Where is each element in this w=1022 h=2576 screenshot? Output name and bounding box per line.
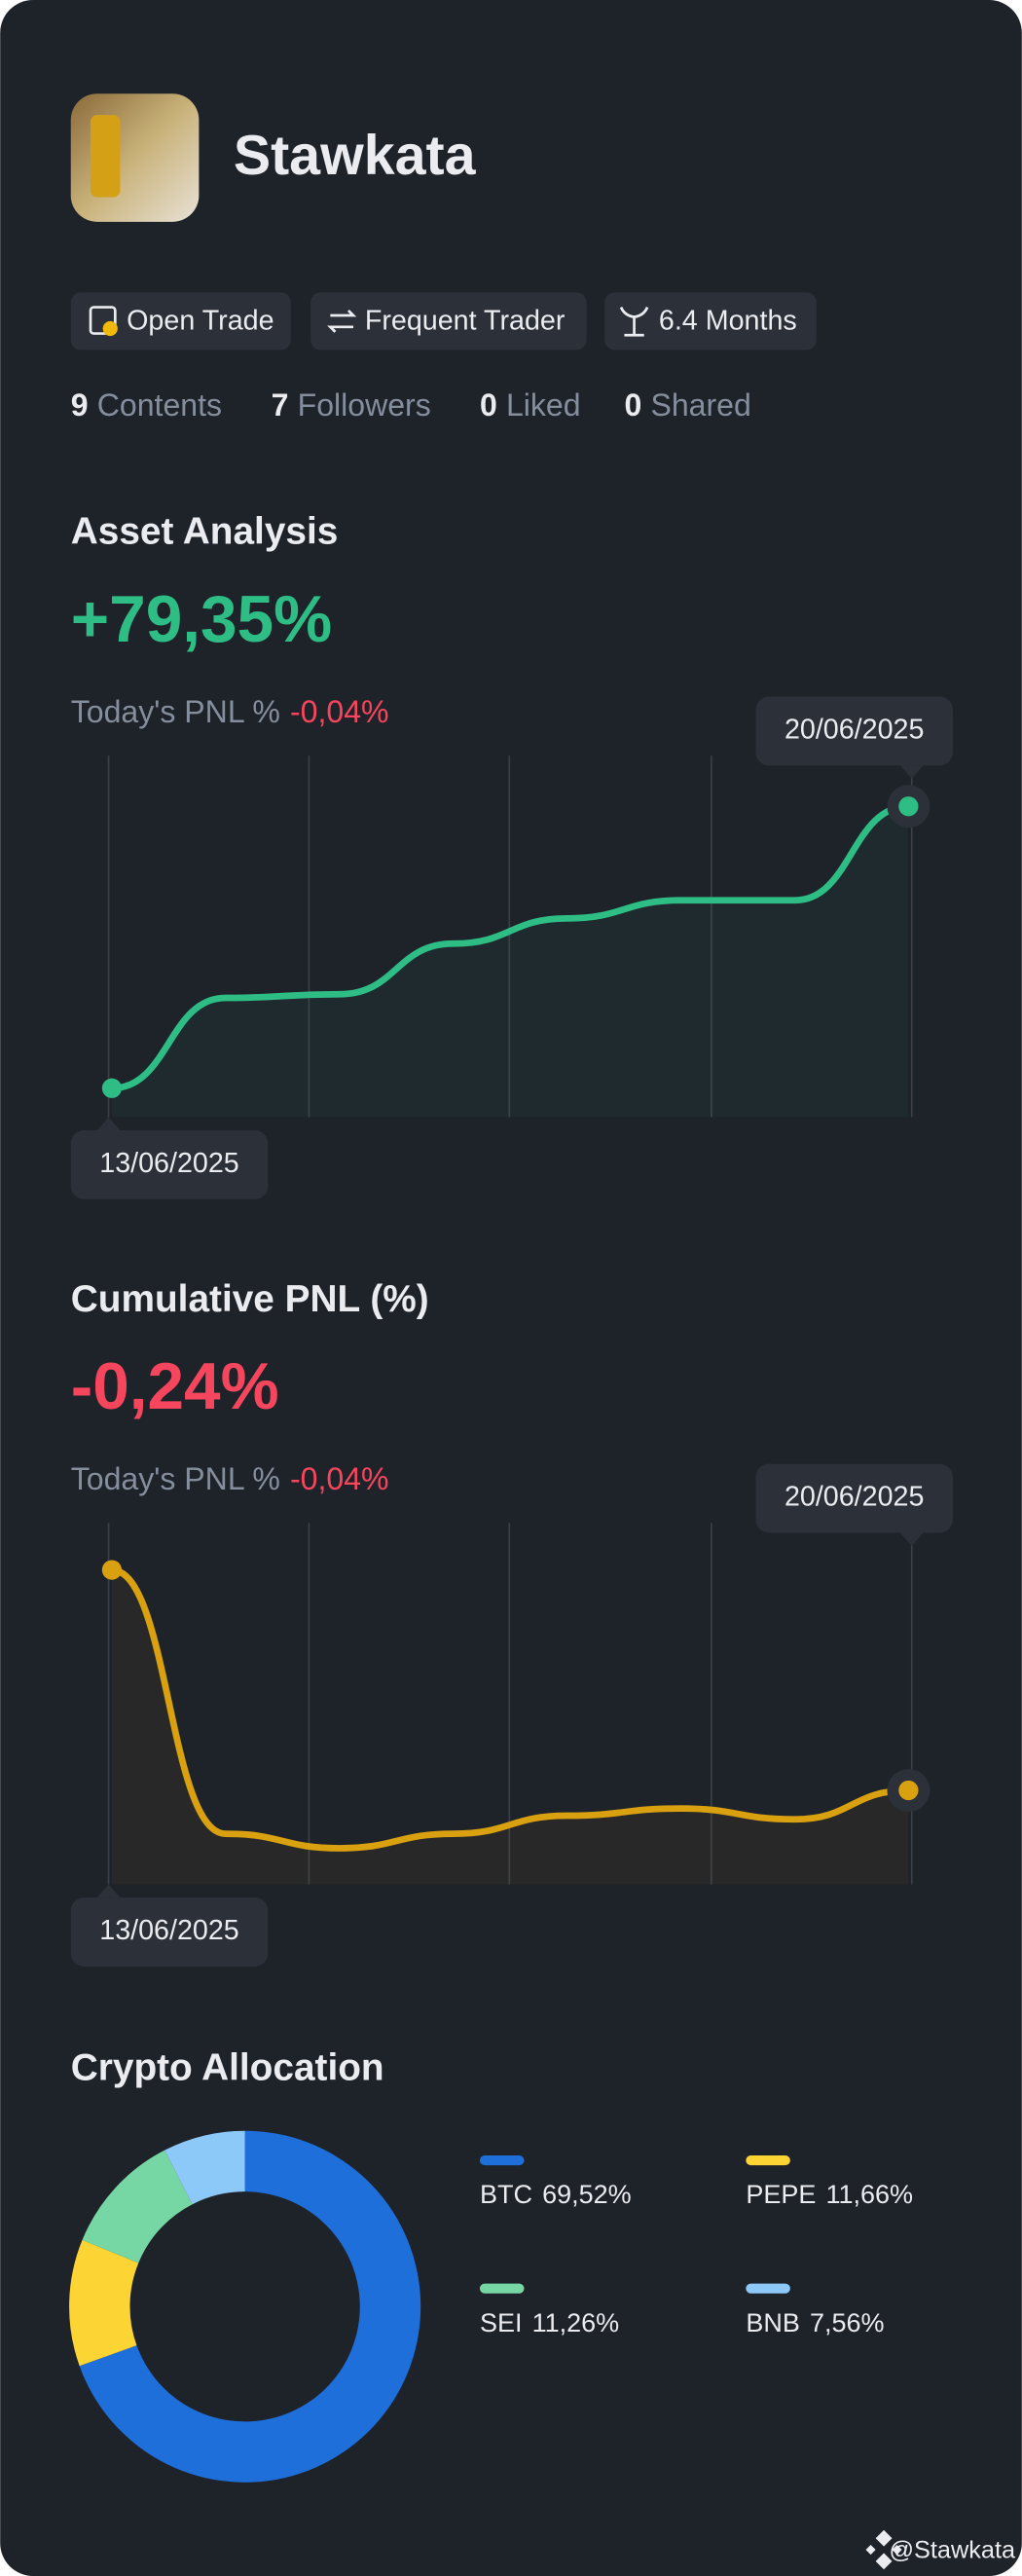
badge-icon [327, 309, 357, 333]
badge-label: Frequent Trader [365, 305, 566, 336]
legend-entry: BTC 69,52% [480, 2180, 632, 2209]
stat-count: 0 [624, 387, 641, 423]
user-name: Stawkata [234, 125, 477, 187]
section-title: Crypto Allocation [71, 2047, 384, 2089]
legend-name: SEI [480, 2308, 523, 2337]
tooltip-label: 13/06/2025 [99, 1915, 239, 1946]
tooltip-pointer [899, 1532, 924, 1546]
legend-value: 11,26% [532, 2308, 620, 2337]
tooltip-pointer [899, 765, 924, 779]
legend-value: 69,52% [542, 2180, 632, 2209]
legend-swatch [746, 2283, 790, 2294]
headline-value: +79,35% [71, 583, 332, 656]
legend-name: BNB [746, 2308, 800, 2337]
donut-slice [69, 2239, 139, 2367]
legend-swatch [479, 2155, 525, 2166]
today-pnl: Today's PNL % -0,04% [71, 1462, 389, 1497]
area [111, 806, 909, 1118]
donut-slice [164, 2130, 245, 2205]
stat-label[interactable]: Followers [298, 387, 431, 423]
footer-logo [865, 2529, 902, 2570]
point [101, 1560, 123, 1580]
today-pnl-label: Today's PNL % [71, 695, 280, 730]
badge-icon [102, 320, 118, 337]
section-title: Cumulative PNL (%) [71, 1278, 429, 1320]
stat-label[interactable]: Liked [506, 387, 581, 423]
tooltip-label: 13/06/2025 [99, 1148, 239, 1179]
badge-label: Open Trade [127, 305, 274, 336]
line [108, 1566, 912, 1852]
badge-icon [619, 307, 649, 337]
donut-slice [82, 2150, 193, 2263]
tooltip-label: 20/06/2025 [785, 715, 924, 746]
legend-swatch [746, 2155, 790, 2166]
badge-icon [89, 306, 117, 335]
badge [604, 292, 817, 350]
tooltip [70, 1897, 269, 1967]
tooltip-label: 20/06/2025 [785, 1482, 924, 1513]
donut-slice [79, 2130, 421, 2483]
section-title: Asset Analysis [71, 511, 339, 553]
tooltip [755, 1463, 953, 1533]
today-pnl-value: -0,04% [290, 1462, 389, 1497]
tooltip-pointer [96, 1117, 121, 1130]
badge-label: 6.4 Months [659, 305, 797, 336]
legend-entry: PEPE 11,66% [746, 2180, 913, 2209]
stat-count: 7 [272, 387, 289, 423]
legend-name: PEPE [746, 2180, 816, 2209]
legend-swatch [479, 2283, 525, 2294]
headline-value: -0,24% [71, 1350, 279, 1423]
stat-label[interactable]: Contents [97, 387, 222, 423]
today-pnl-value: -0,04% [290, 695, 389, 730]
badge [310, 292, 587, 350]
tooltip-pointer [96, 1884, 121, 1898]
tooltip [70, 1130, 269, 1199]
line [108, 802, 912, 1092]
badge [70, 292, 291, 350]
avatar[interactable] [70, 93, 200, 222]
point [898, 796, 919, 817]
stat-count: 9 [71, 387, 89, 423]
legend-value: 11,66% [825, 2180, 913, 2209]
legend-value: 7,56% [810, 2308, 885, 2337]
legend-entry: BNB 7,56% [746, 2308, 884, 2337]
legend-name: BTC [480, 2180, 532, 2209]
avatar-figure [91, 115, 121, 198]
point [101, 1078, 123, 1098]
footer-handle: @Stawkata [889, 2536, 1016, 2563]
stat-label[interactable]: Shared [650, 387, 750, 423]
today-pnl-label: Today's PNL % [71, 1462, 280, 1497]
today-pnl: Today's PNL % -0,04% [71, 695, 389, 730]
legend-entry: SEI 11,26% [480, 2308, 619, 2337]
stat-count: 0 [480, 387, 497, 423]
point [898, 1780, 919, 1801]
tooltip [755, 696, 953, 766]
area [111, 1569, 909, 1885]
